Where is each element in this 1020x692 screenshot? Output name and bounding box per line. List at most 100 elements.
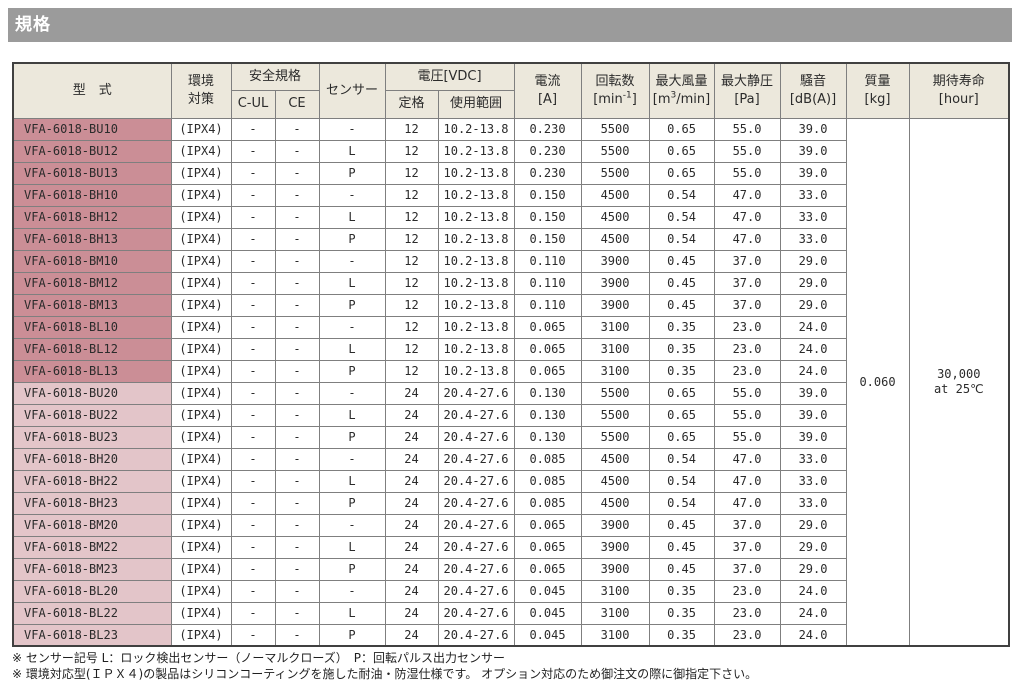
- cell-max-static-pressure: 47.0: [713, 205, 781, 229]
- cell-speed: 3900: [580, 293, 650, 317]
- cell-max-static-pressure: 37.0: [713, 513, 781, 537]
- cell-voltage-range: 10.2-13.8: [437, 117, 515, 141]
- cell-max-airflow: 0.54: [648, 205, 715, 229]
- cell-max-static-pressure: 37.0: [713, 535, 781, 559]
- cell-cul: -: [230, 271, 276, 295]
- cell-rated-voltage: 24: [384, 557, 439, 581]
- cell-voltage-range: 10.2-13.8: [437, 359, 515, 383]
- cell-noise: 33.0: [779, 469, 847, 493]
- cell-rated-voltage: 12: [384, 183, 439, 207]
- cell-rated-voltage: 24: [384, 513, 439, 537]
- cell-environment: (IPX4): [170, 623, 232, 647]
- cell-current: 0.045: [513, 579, 582, 603]
- table-row: VFA-6018-BH20 (IPX4) - - - 24 20.4-27.6 …: [12, 447, 1009, 471]
- cell-environment: (IPX4): [170, 205, 232, 229]
- cell-noise: 39.0: [779, 117, 847, 141]
- cell-model: VFA-6018-BL12: [12, 337, 172, 361]
- cell-sensor: -: [318, 315, 386, 339]
- cell-noise: 29.0: [779, 293, 847, 317]
- cell-voltage-range: 20.4-27.6: [437, 623, 515, 647]
- cell-noise: 29.0: [779, 513, 847, 537]
- cell-ce: -: [274, 337, 320, 361]
- cell-ce: -: [274, 403, 320, 427]
- cell-rated-voltage: 24: [384, 601, 439, 625]
- table-row: VFA-6018-BL13 (IPX4) - - P 12 10.2-13.8 …: [12, 359, 1009, 383]
- cell-ce: -: [274, 249, 320, 273]
- cell-model: VFA-6018-BL10: [12, 315, 172, 339]
- table-row: VFA-6018-BM12 (IPX4) - - L 12 10.2-13.8 …: [12, 271, 1009, 295]
- page-title: 規格: [15, 15, 51, 35]
- cell-sensor: L: [318, 403, 386, 427]
- cell-max-airflow: 0.65: [648, 139, 715, 163]
- cell-voltage-range: 20.4-27.6: [437, 447, 515, 471]
- table-row: VFA-6018-BL10 (IPX4) - - - 12 10.2-13.8 …: [12, 315, 1009, 339]
- cell-max-static-pressure: 55.0: [713, 425, 781, 449]
- table-row: VFA-6018-BL22 (IPX4) - - L 24 20.4-27.6 …: [12, 601, 1009, 625]
- cell-max-static-pressure: 23.0: [713, 359, 781, 383]
- cell-noise: 24.0: [779, 359, 847, 383]
- cell-max-static-pressure: 47.0: [713, 491, 781, 515]
- cell-noise: 29.0: [779, 535, 847, 559]
- cell-voltage-range: 20.4-27.6: [437, 579, 515, 603]
- cell-max-static-pressure: 37.0: [713, 271, 781, 295]
- cell-ce: -: [274, 601, 320, 625]
- header-cul: C-UL: [230, 89, 276, 119]
- cell-rated-voltage: 12: [384, 161, 439, 185]
- cell-environment: (IPX4): [170, 535, 232, 559]
- cell-rated-voltage: 24: [384, 447, 439, 471]
- cell-cul: -: [230, 623, 276, 647]
- cell-sensor: -: [318, 447, 386, 471]
- cell-ce: -: [274, 117, 320, 141]
- cell-cul: -: [230, 403, 276, 427]
- cell-max-airflow: 0.35: [648, 359, 715, 383]
- cell-voltage-range: 20.4-27.6: [437, 403, 515, 427]
- cell-voltage-range: 10.2-13.8: [437, 271, 515, 295]
- cell-max-airflow: 0.54: [648, 227, 715, 251]
- cell-voltage-range: 20.4-27.6: [437, 425, 515, 449]
- cell-model: VFA-6018-BU13: [12, 161, 172, 185]
- cell-rated-voltage: 24: [384, 381, 439, 405]
- cell-ce: -: [274, 535, 320, 559]
- cell-ce: -: [274, 139, 320, 163]
- cell-rated-voltage: 12: [384, 205, 439, 229]
- header-rated-voltage: 定格: [384, 89, 439, 119]
- cell-current: 0.085: [513, 491, 582, 515]
- footnotes: ※ センサー記号 L：ロック検出センサー（ノーマルクローズ） P：回転パルス出力…: [12, 650, 757, 682]
- cell-max-airflow: 0.54: [648, 491, 715, 515]
- cell-speed: 5500: [580, 139, 650, 163]
- cell-voltage-range: 20.4-27.6: [437, 535, 515, 559]
- cell-ce: -: [274, 183, 320, 207]
- cell-noise: 24.0: [779, 579, 847, 603]
- cell-rated-voltage: 12: [384, 293, 439, 317]
- cell-max-airflow: 0.45: [648, 535, 715, 559]
- cell-cul: -: [230, 227, 276, 251]
- cell-max-airflow: 0.45: [648, 249, 715, 273]
- section-title-bar: 規格: [8, 8, 1012, 42]
- cell-rated-voltage: 12: [384, 315, 439, 339]
- cell-voltage-range: 10.2-13.8: [437, 205, 515, 229]
- cell-cul: -: [230, 139, 276, 163]
- cell-max-airflow: 0.65: [648, 117, 715, 141]
- cell-voltage-range: 20.4-27.6: [437, 469, 515, 493]
- cell-voltage-range: 20.4-27.6: [437, 513, 515, 537]
- cell-voltage-range: 20.4-27.6: [437, 381, 515, 405]
- cell-model: VFA-6018-BH20: [12, 447, 172, 471]
- cell-max-static-pressure: 37.0: [713, 293, 781, 317]
- cell-current: 0.150: [513, 183, 582, 207]
- cell-speed: 5500: [580, 161, 650, 185]
- cell-noise: 24.0: [779, 337, 847, 361]
- cell-speed: 3100: [580, 337, 650, 361]
- cell-speed: 3900: [580, 513, 650, 537]
- footnote-sensor-legend: ※ センサー記号 L：ロック検出センサー（ノーマルクローズ） P：回転パルス出力…: [12, 651, 506, 665]
- cell-sensor: P: [318, 425, 386, 449]
- cell-noise: 33.0: [779, 491, 847, 515]
- cell-rated-voltage: 12: [384, 249, 439, 273]
- spec-table-header: 型 式 環境 対策 安全規格 センサー 電圧[VDC] 電流 [A] 回転数 […: [12, 62, 1010, 119]
- header-voltage-range: 使用範囲: [437, 89, 515, 119]
- cell-ce: -: [274, 227, 320, 251]
- cell-ce: -: [274, 557, 320, 581]
- cell-model: VFA-6018-BM22: [12, 535, 172, 559]
- cell-model: VFA-6018-BH10: [12, 183, 172, 207]
- cell-cul: -: [230, 557, 276, 581]
- cell-current: 0.230: [513, 161, 582, 185]
